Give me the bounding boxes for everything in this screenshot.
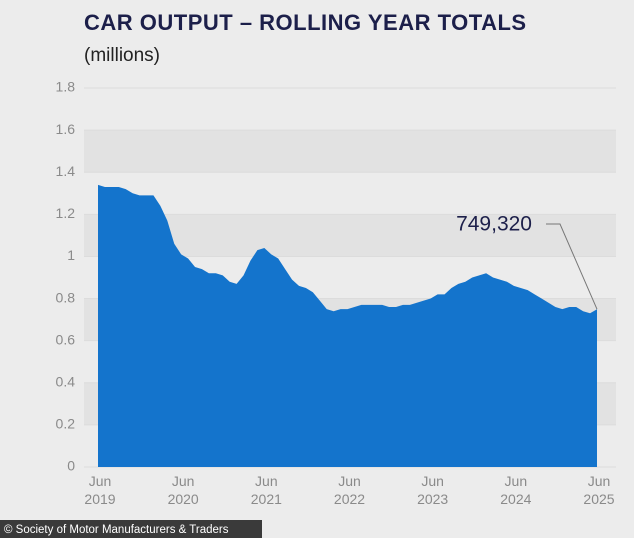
y-tick-label: 0.4 <box>56 373 76 389</box>
chart-subtitle: (millions) <box>84 45 160 66</box>
y-tick-label: 0.8 <box>56 289 76 305</box>
x-tick-label: Jun 2021 <box>251 473 282 507</box>
y-tick-label: 1.8 <box>56 79 76 95</box>
y-tick-label: 1 <box>67 247 75 263</box>
x-tick-label: Jun 2019 <box>84 473 115 507</box>
x-tick-label: Jun 2025 <box>583 473 614 507</box>
x-tick-label: Jun 2020 <box>168 473 199 507</box>
source-box <box>0 520 262 538</box>
y-tick-label: 0.2 <box>56 416 76 432</box>
grid-band <box>84 130 616 173</box>
y-tick-label: 0 <box>67 458 75 474</box>
y-tick-label: 1.6 <box>56 121 76 137</box>
x-tick-label: Jun 2023 <box>417 473 448 507</box>
x-tick-label: Jun 2024 <box>500 473 531 507</box>
y-tick-label: 1.2 <box>56 205 76 221</box>
x-tick-label: Jun 2022 <box>334 473 365 507</box>
chart-title: CAR OUTPUT – ROLLING YEAR TOTALS <box>84 10 527 35</box>
y-tick-label: 0.6 <box>56 331 76 347</box>
annotation: 749,320 <box>456 213 532 236</box>
area <box>98 184 597 467</box>
y-tick-label: 1.4 <box>56 163 76 179</box>
source: © Society of Motor Manufacturers & Trade… <box>4 524 229 536</box>
annotation-leader <box>546 223 598 310</box>
